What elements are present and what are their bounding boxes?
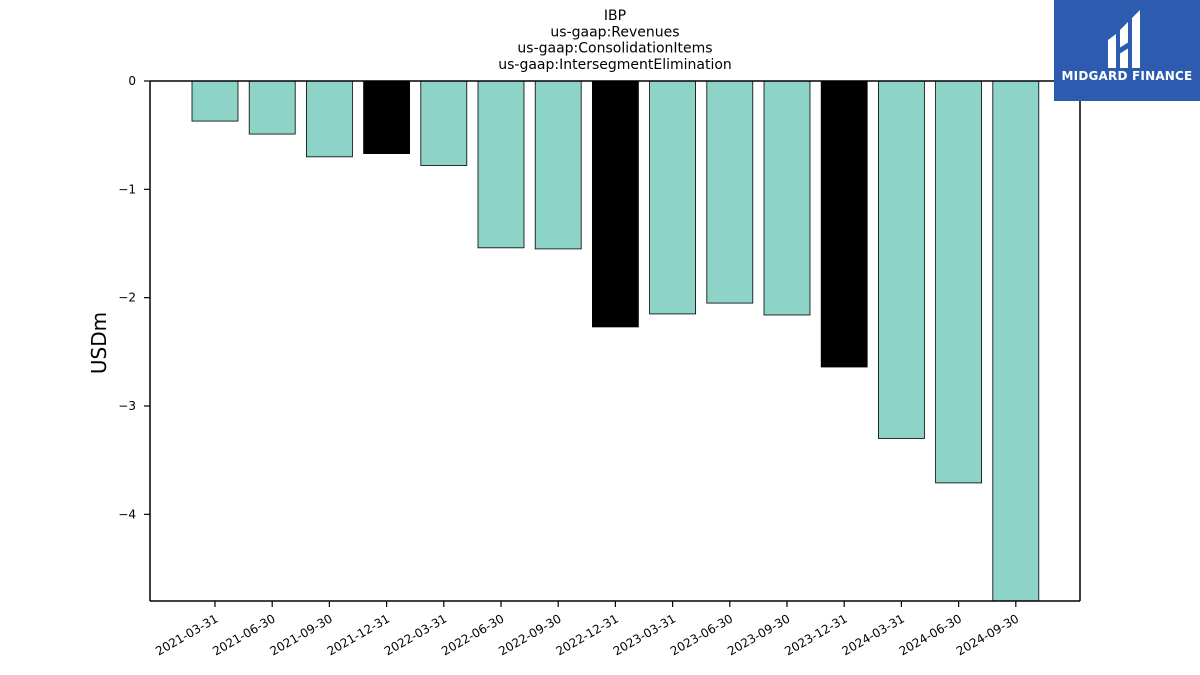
bar: [363, 80, 411, 154]
x-tick-label: 2023-03-31: [611, 611, 678, 658]
x-tick-label: 2023-09-30: [725, 611, 792, 658]
x-tick-label: 2021-03-31: [153, 611, 220, 658]
y-tick-label: 0: [128, 74, 136, 88]
bar: [706, 80, 754, 304]
x-tick-label: 2022-03-31: [382, 611, 449, 658]
bar: [191, 80, 239, 122]
x-tick-label: 2024-09-30: [954, 611, 1021, 658]
bar: [992, 80, 1040, 602]
chart-title-line: us-gaap:Revenues: [550, 24, 679, 40]
y-tick-label: −2: [118, 291, 136, 305]
y-axis-ticks: 0 −1 −2 −3 −4: [118, 74, 150, 521]
y-tick-label: −4: [118, 507, 136, 521]
x-tick-label: 2023-12-31: [782, 611, 849, 658]
y-axis-label: USDm: [87, 312, 111, 374]
x-axis-ticks: 2021-03-312021-06-302021-09-302021-12-31…: [153, 601, 1021, 658]
midgard-finance-logo: MIDGARD FINANCE: [1054, 0, 1200, 101]
bar: [820, 80, 868, 368]
brand-name: MIDGARD FINANCE: [1061, 69, 1193, 83]
chart-title: IBPus-gaap:Revenuesus-gaap:Consolidation…: [498, 8, 732, 73]
x-tick-label: 2021-06-30: [210, 611, 277, 658]
bar: [763, 80, 811, 316]
bars: [191, 80, 1040, 602]
bar: [935, 80, 982, 484]
x-tick-label: 2024-06-30: [897, 611, 964, 658]
bar: [592, 80, 639, 328]
x-tick-label: 2021-09-30: [267, 611, 334, 658]
chart-title-line: IBP: [604, 8, 626, 24]
bar: [477, 80, 525, 249]
bar: [305, 80, 353, 158]
x-tick-label: 2022-09-30: [496, 611, 563, 658]
x-tick-label: 2021-12-31: [325, 611, 392, 658]
bar: [248, 80, 296, 135]
midgard-logo-icon: [1108, 10, 1140, 68]
chart-title-line: us-gaap:IntersegmentElimination: [498, 57, 732, 73]
y-tick-label: −3: [118, 399, 136, 413]
bar: [534, 80, 582, 250]
bar: [649, 80, 696, 315]
bar: [420, 80, 468, 166]
chart-title-line: us-gaap:ConsolidationItems: [517, 41, 712, 57]
y-tick-label: −1: [118, 182, 136, 196]
x-tick-label: 2023-06-30: [668, 611, 735, 658]
x-tick-label: 2022-12-31: [553, 611, 620, 658]
bar: [878, 80, 925, 439]
x-tick-label: 2024-03-31: [839, 611, 906, 658]
x-tick-label: 2022-06-30: [439, 611, 506, 658]
